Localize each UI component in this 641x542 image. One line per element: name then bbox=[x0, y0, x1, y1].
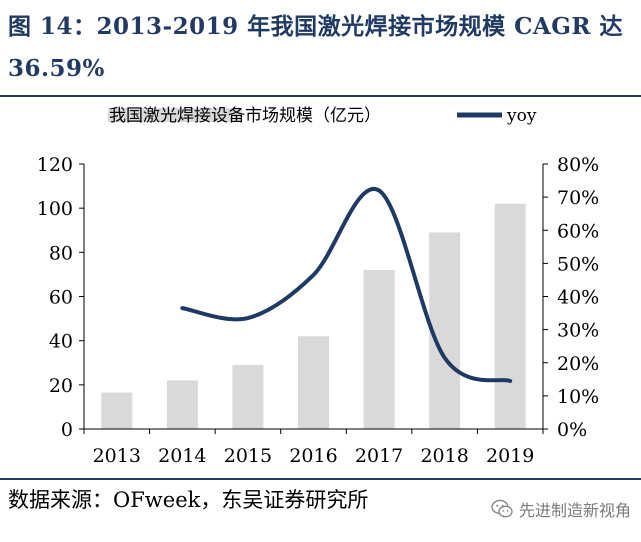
yoy-line-group bbox=[180, 186, 513, 383]
right-tick-label: 40% bbox=[557, 287, 599, 309]
legend-bar-swatch bbox=[108, 108, 242, 122]
left-tick-label: 40 bbox=[49, 331, 73, 353]
combo-chart: 我国激光焊接设备市场规模（亿元） yoy 0 20 40 60 80 100 120 0% 10… bbox=[37, 106, 600, 467]
bar-2016 bbox=[298, 336, 329, 429]
right-tick-label: 10% bbox=[557, 386, 599, 408]
wechat-icon bbox=[491, 499, 513, 518]
legend-bar-label: 我国激光焊接设备市场规模（亿元） bbox=[109, 106, 381, 126]
x-tick-label: 2014 bbox=[158, 445, 206, 467]
bar-2015 bbox=[232, 364, 264, 429]
x-tick-label: 2018 bbox=[420, 445, 468, 467]
left-tick-label: 60 bbox=[49, 287, 73, 309]
bar-2017 bbox=[363, 270, 395, 429]
watermark-text: 先进制造新视角 bbox=[518, 501, 631, 520]
right-tick-label: 50% bbox=[557, 253, 599, 275]
bar-2018 bbox=[429, 232, 461, 429]
source-note: 数据来源：OFweek，东吴证券研究所 bbox=[8, 488, 369, 512]
x-tick-label: 2019 bbox=[486, 445, 534, 467]
left-tick-label: 100 bbox=[37, 198, 73, 220]
legend-line-label: yoy bbox=[506, 106, 537, 126]
right-tick-label: 30% bbox=[557, 320, 599, 342]
x-tick-label: 2013 bbox=[93, 445, 141, 467]
watermark: 先进制造新视角 bbox=[491, 497, 631, 521]
figure-header: 图 14：2013-2019 年我国激光焊接市场规模 CAGR 达 36.59% bbox=[0, 0, 641, 97]
legend: 我国激光焊接设备市场规模（亿元） yoy bbox=[108, 106, 537, 126]
axes-group: 0 20 40 60 80 100 120 0% 10% 20% 30% 40% 50% 60% 70% 80… bbox=[37, 154, 600, 467]
footer-divider bbox=[0, 478, 641, 480]
yoy-line bbox=[180, 186, 513, 383]
right-tick-label: 0% bbox=[557, 419, 587, 441]
x-tick-label: 2016 bbox=[289, 445, 337, 467]
right-tick-label: 70% bbox=[557, 187, 599, 209]
x-tick-label: 2017 bbox=[355, 445, 403, 467]
bar-2013 bbox=[101, 392, 133, 429]
bar-2019 bbox=[494, 203, 526, 429]
left-tick-label: 120 bbox=[37, 154, 73, 176]
bar-2014 bbox=[166, 380, 198, 429]
figure-title: 图 14：2013-2019 年我国激光焊接市场规模 CAGR 达 36.59% bbox=[8, 13, 624, 82]
right-tick-label: 80% bbox=[557, 154, 599, 176]
left-tick-label: 80 bbox=[49, 242, 73, 264]
bars-group bbox=[101, 203, 526, 429]
right-tick-label: 60% bbox=[557, 220, 599, 242]
x-tick-label: 2015 bbox=[224, 445, 272, 467]
title-divider bbox=[0, 95, 641, 97]
right-tick-label: 20% bbox=[557, 353, 599, 375]
left-tick-label: 20 bbox=[49, 375, 73, 397]
left-tick-label: 0 bbox=[61, 419, 73, 441]
